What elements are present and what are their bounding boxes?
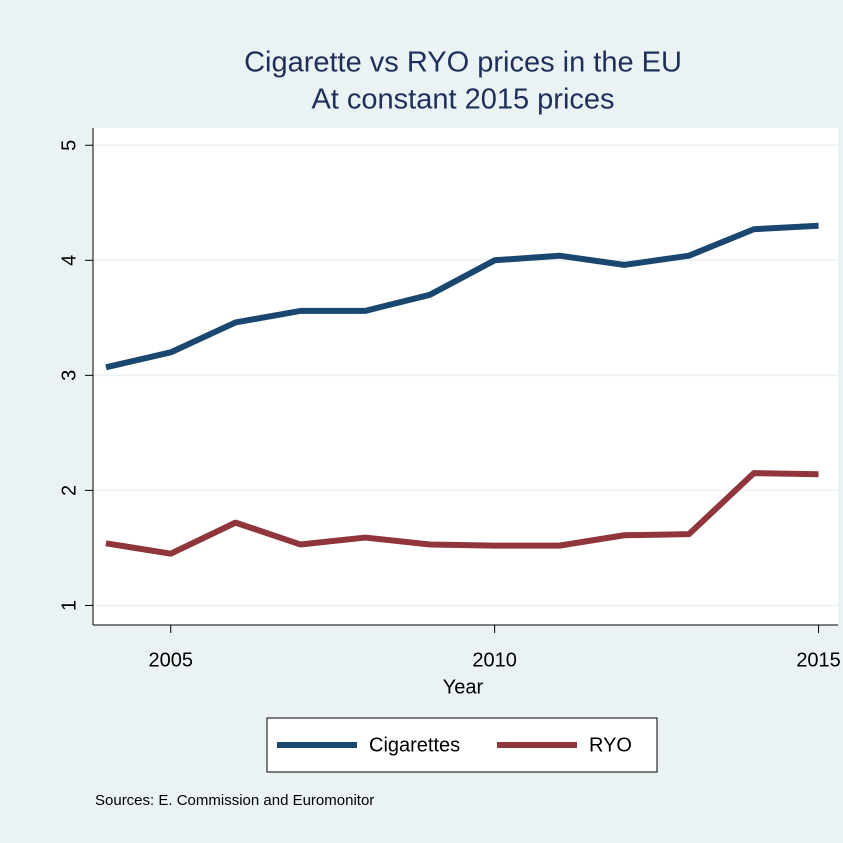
plot-area: [93, 128, 838, 625]
legend-label: Cigarettes: [369, 734, 460, 756]
x-axis-label: Year: [443, 676, 484, 698]
x-tick-label: 2005: [148, 649, 193, 671]
note: Sources: E. Commission and Euromonitor: [95, 792, 374, 809]
series-line: [105, 470, 819, 557]
y-tick-label: 5: [58, 140, 80, 151]
chart-subtitle: At constant 2015 prices: [311, 84, 614, 116]
legend-label: RYO: [589, 734, 632, 756]
chart-title: Cigarette vs RYO prices in the EU: [244, 47, 682, 79]
x-tick-label: 2015: [796, 649, 841, 671]
y-tick-label: 3: [58, 370, 80, 381]
series-line: [105, 222, 819, 371]
y-tick-label: 2: [58, 485, 80, 496]
y-tick-label: 1: [58, 600, 80, 611]
y-tick-label: 4: [58, 255, 80, 266]
x-tick-label: 2010: [472, 649, 517, 671]
